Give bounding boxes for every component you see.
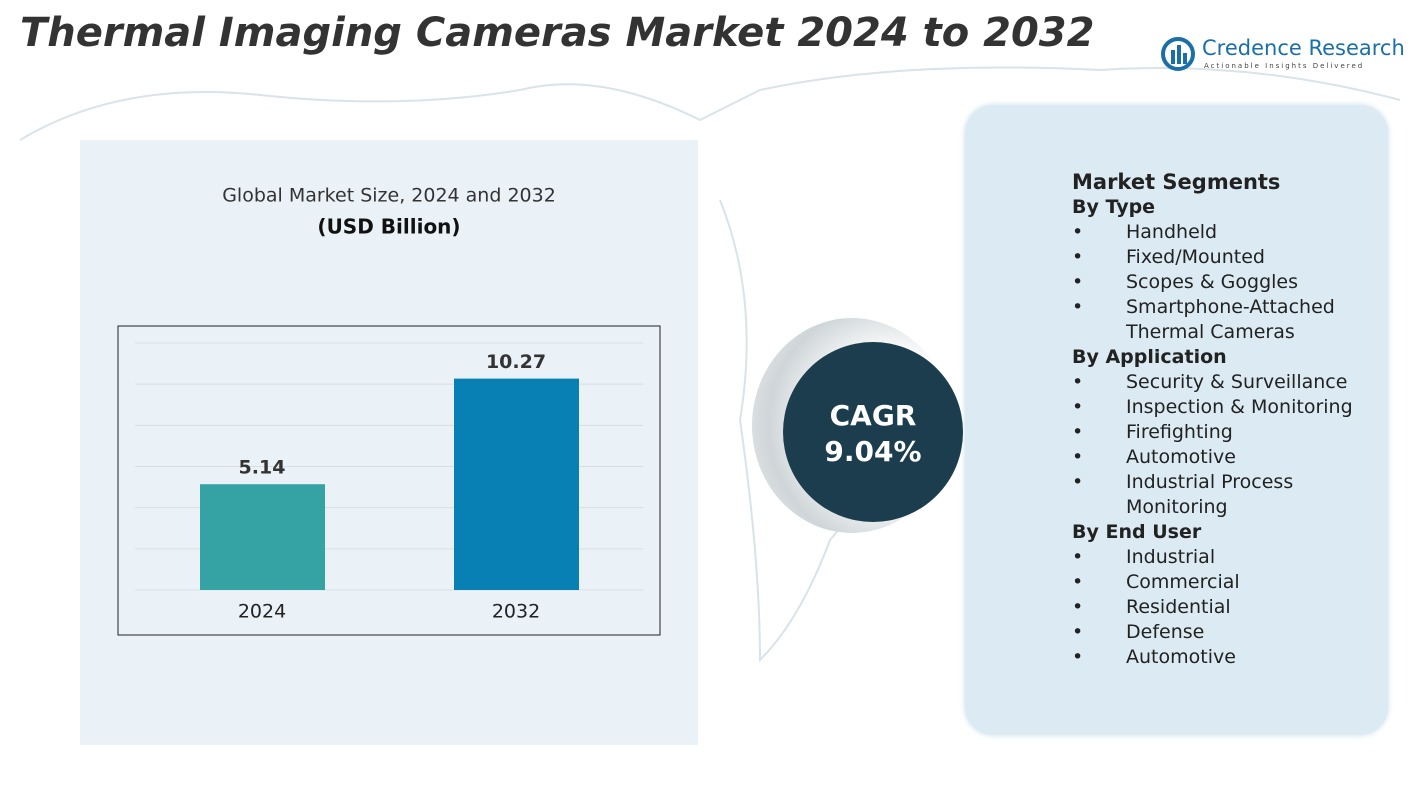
- value-label: 10.27: [486, 351, 546, 373]
- segment-item: Defense: [1072, 620, 1382, 645]
- segment-group-title: By End User: [1072, 521, 1202, 543]
- segment-item-text: Residential: [1126, 596, 1231, 618]
- segment-item-text: Fixed/Mounted: [1126, 246, 1265, 268]
- logo-icon: [1161, 37, 1195, 71]
- segment-item-text: Handheld: [1126, 221, 1218, 243]
- bar: [200, 484, 325, 590]
- bar: [454, 378, 579, 590]
- logo-tagline: Actionable Insights Delivered: [1204, 62, 1365, 70]
- cagr-badge: CAGR 9.04%: [783, 342, 963, 522]
- segment-item-text: Firefighting: [1126, 421, 1233, 443]
- cagr-label: CAGR: [829, 399, 917, 432]
- segment-item: Commercial: [1072, 570, 1382, 595]
- segment-item-text: Defense: [1126, 621, 1205, 643]
- segment-item-text: Automotive: [1126, 446, 1236, 468]
- segment-item: Smartphone-Attached Thermal Cameras: [1072, 295, 1382, 345]
- segments-title: Market Segments: [1072, 170, 1281, 194]
- segment-item: Fixed/Mounted: [1072, 245, 1382, 270]
- chart-subtitle: (USD Billion): [317, 215, 460, 239]
- segment-item-text: Scopes & Goggles: [1126, 271, 1299, 293]
- segment-group-title: By Type: [1072, 196, 1156, 218]
- segment-item: Firefighting: [1072, 420, 1382, 445]
- segment-item: Residential: [1072, 595, 1382, 620]
- segment-group-title: By Application: [1072, 346, 1227, 368]
- segment-item-text: Automotive: [1126, 646, 1236, 668]
- logo-name: Credence Research: [1202, 36, 1405, 60]
- page-title: Thermal Imaging Cameras Market 2024 to 2…: [20, 10, 1095, 56]
- segment-item-text: Inspection & Monitoring: [1126, 396, 1353, 418]
- x-tick-label: 2024: [238, 601, 286, 623]
- segment-item: Industrial Process Monitoring: [1072, 470, 1382, 520]
- x-tick-label: 2032: [492, 601, 540, 623]
- segment-item: Scopes & Goggles: [1072, 270, 1382, 295]
- chart-title: Global Market Size, 2024 and 2032: [222, 185, 556, 207]
- cagr-value: 9.04%: [824, 435, 922, 468]
- segment-item: Industrial: [1072, 545, 1382, 570]
- segment-item: Inspection & Monitoring: [1072, 395, 1382, 420]
- chart-panel: [80, 140, 698, 745]
- segment-item-text: Industrial Process Monitoring: [1126, 471, 1294, 518]
- segment-item: Automotive: [1072, 645, 1382, 670]
- segment-item-text: Smartphone-Attached Thermal Cameras: [1126, 296, 1335, 343]
- segment-item-text: Security & Surveillance: [1126, 371, 1348, 393]
- chart: Global Market Size, 2024 and 2032 (USD B…: [117, 185, 661, 636]
- value-label: 5.14: [239, 457, 286, 479]
- chart-frame: [117, 325, 661, 636]
- segments-list: Market Segments By Type Handheld Fixed/Mou…: [1072, 170, 1382, 670]
- segment-item: Security & Surveillance: [1072, 370, 1382, 395]
- segment-item: Handheld: [1072, 220, 1382, 245]
- segment-item: Automotive: [1072, 445, 1382, 470]
- segment-item-text: Industrial: [1126, 546, 1216, 568]
- segment-item-text: Commercial: [1126, 571, 1240, 593]
